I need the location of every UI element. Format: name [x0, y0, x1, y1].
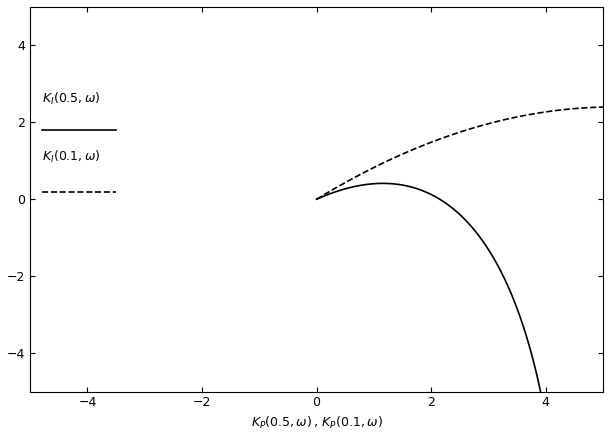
Text: $K_I(0.1,\omega)$: $K_I(0.1,\omega)$ [41, 149, 100, 165]
X-axis label: $K_P(0.5,\omega)\,,\,K_P(0.1,\omega)$: $K_P(0.5,\omega)\,,\,K_P(0.1,\omega)$ [251, 415, 382, 431]
Text: $K_I(0.5,\omega)$: $K_I(0.5,\omega)$ [41, 91, 100, 107]
